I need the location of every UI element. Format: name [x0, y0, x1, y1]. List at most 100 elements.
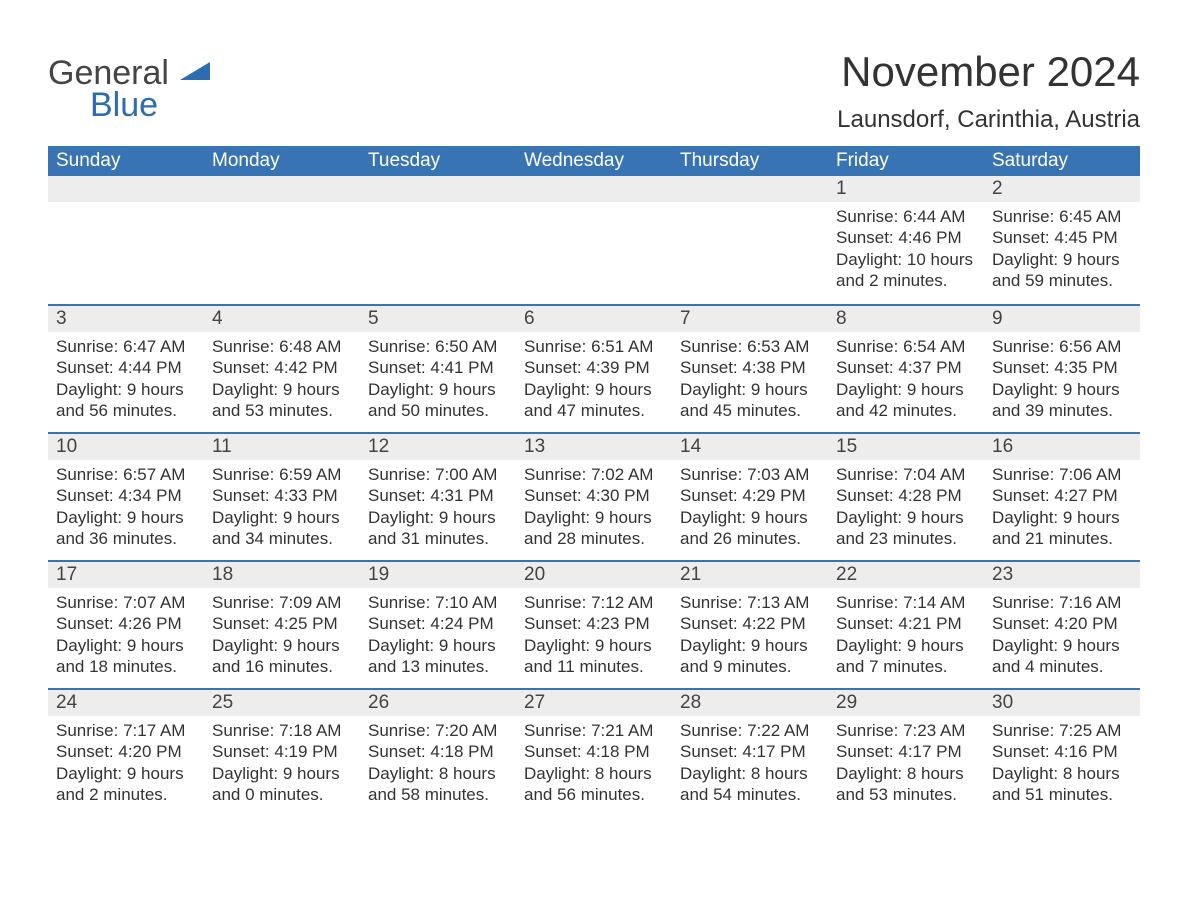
- day-sunset: Sunset: 4:27 PM: [992, 485, 1132, 506]
- day-details: Sunrise: 6:51 AMSunset: 4:39 PMDaylight:…: [516, 332, 672, 425]
- calendar-cell: [516, 176, 672, 304]
- day-sunset: Sunset: 4:31 PM: [368, 485, 508, 506]
- day-details: Sunrise: 7:00 AMSunset: 4:31 PMDaylight:…: [360, 460, 516, 553]
- day-number: 15: [828, 432, 984, 460]
- day-sunset: Sunset: 4:17 PM: [680, 741, 820, 762]
- calendar-week-row: 24Sunrise: 7:17 AMSunset: 4:20 PMDayligh…: [48, 688, 1140, 816]
- day-number: 20: [516, 560, 672, 588]
- calendar-table: Sunday Monday Tuesday Wednesday Thursday…: [48, 146, 1140, 816]
- calendar-cell: 28Sunrise: 7:22 AMSunset: 4:17 PMDayligh…: [672, 688, 828, 816]
- calendar-cell: [672, 176, 828, 304]
- day-sunrise: Sunrise: 7:06 AM: [992, 464, 1132, 485]
- calendar-cell: 19Sunrise: 7:10 AMSunset: 4:24 PMDayligh…: [360, 560, 516, 688]
- day-day1: Daylight: 8 hours: [524, 763, 664, 784]
- day-sunset: Sunset: 4:24 PM: [368, 613, 508, 634]
- day-sunset: Sunset: 4:33 PM: [212, 485, 352, 506]
- day-sunrise: Sunrise: 7:07 AM: [56, 592, 196, 613]
- day-details: Sunrise: 7:06 AMSunset: 4:27 PMDaylight:…: [984, 460, 1140, 553]
- calendar-week-row: 3Sunrise: 6:47 AMSunset: 4:44 PMDaylight…: [48, 304, 1140, 432]
- day-details: Sunrise: 7:13 AMSunset: 4:22 PMDaylight:…: [672, 588, 828, 681]
- day-sunrise: Sunrise: 7:14 AM: [836, 592, 976, 613]
- day-day2: and 23 minutes.: [836, 528, 976, 549]
- day-number: 29: [828, 688, 984, 716]
- day-sunrise: Sunrise: 7:13 AM: [680, 592, 820, 613]
- day-sunset: Sunset: 4:20 PM: [56, 741, 196, 762]
- day-number: 16: [984, 432, 1140, 460]
- calendar-cell: 14Sunrise: 7:03 AMSunset: 4:29 PMDayligh…: [672, 432, 828, 560]
- day-day1: Daylight: 9 hours: [992, 635, 1132, 656]
- weekday-header: Saturday: [984, 146, 1140, 176]
- day-day2: and 34 minutes.: [212, 528, 352, 549]
- calendar-cell: 12Sunrise: 7:00 AMSunset: 4:31 PMDayligh…: [360, 432, 516, 560]
- day-sunset: Sunset: 4:37 PM: [836, 357, 976, 378]
- month-title: November 2024: [837, 48, 1140, 96]
- day-number: 11: [204, 432, 360, 460]
- day-sunset: Sunset: 4:41 PM: [368, 357, 508, 378]
- day-number: 2: [984, 176, 1140, 202]
- day-day1: Daylight: 9 hours: [524, 635, 664, 656]
- day-number: 12: [360, 432, 516, 460]
- day-day2: and 42 minutes.: [836, 400, 976, 421]
- day-day1: Daylight: 9 hours: [212, 635, 352, 656]
- day-sunset: Sunset: 4:45 PM: [992, 227, 1132, 248]
- day-details: Sunrise: 7:12 AMSunset: 4:23 PMDaylight:…: [516, 588, 672, 681]
- day-day2: and 59 minutes.: [992, 270, 1132, 291]
- day-day2: and 51 minutes.: [992, 784, 1132, 805]
- logo-flag-icon: [180, 54, 210, 92]
- day-day1: Daylight: 8 hours: [680, 763, 820, 784]
- day-number: 28: [672, 688, 828, 716]
- day-day1: Daylight: 9 hours: [992, 249, 1132, 270]
- day-day2: and 58 minutes.: [368, 784, 508, 805]
- day-day2: and 16 minutes.: [212, 656, 352, 677]
- day-sunset: Sunset: 4:25 PM: [212, 613, 352, 634]
- calendar-cell: 4Sunrise: 6:48 AMSunset: 4:42 PMDaylight…: [204, 304, 360, 432]
- day-day2: and 47 minutes.: [524, 400, 664, 421]
- day-day1: Daylight: 9 hours: [836, 635, 976, 656]
- day-sunrise: Sunrise: 7:21 AM: [524, 720, 664, 741]
- day-sunrise: Sunrise: 6:56 AM: [992, 336, 1132, 357]
- day-day2: and 11 minutes.: [524, 656, 664, 677]
- day-number-blank: [672, 176, 828, 202]
- logo-text: General Blue: [48, 56, 210, 122]
- day-day2: and 13 minutes.: [368, 656, 508, 677]
- calendar-cell: 25Sunrise: 7:18 AMSunset: 4:19 PMDayligh…: [204, 688, 360, 816]
- day-day1: Daylight: 9 hours: [212, 763, 352, 784]
- day-day1: Daylight: 9 hours: [212, 379, 352, 400]
- day-number: 14: [672, 432, 828, 460]
- day-number: 4: [204, 304, 360, 332]
- day-sunset: Sunset: 4:46 PM: [836, 227, 976, 248]
- day-details: Sunrise: 7:02 AMSunset: 4:30 PMDaylight:…: [516, 460, 672, 553]
- day-sunrise: Sunrise: 7:17 AM: [56, 720, 196, 741]
- day-sunrise: Sunrise: 6:59 AM: [212, 464, 352, 485]
- day-details: Sunrise: 7:04 AMSunset: 4:28 PMDaylight:…: [828, 460, 984, 553]
- day-sunrise: Sunrise: 7:09 AM: [212, 592, 352, 613]
- day-day2: and 18 minutes.: [56, 656, 196, 677]
- calendar-cell: 24Sunrise: 7:17 AMSunset: 4:20 PMDayligh…: [48, 688, 204, 816]
- day-sunrise: Sunrise: 6:50 AM: [368, 336, 508, 357]
- day-day2: and 0 minutes.: [212, 784, 352, 805]
- day-number: 5: [360, 304, 516, 332]
- day-details: Sunrise: 6:53 AMSunset: 4:38 PMDaylight:…: [672, 332, 828, 425]
- day-day1: Daylight: 9 hours: [680, 507, 820, 528]
- logo-word-blue: Blue: [90, 88, 210, 122]
- day-number-blank: [48, 176, 204, 202]
- day-day1: Daylight: 9 hours: [836, 507, 976, 528]
- day-number: 22: [828, 560, 984, 588]
- day-day1: Daylight: 9 hours: [836, 379, 976, 400]
- day-day1: Daylight: 9 hours: [368, 507, 508, 528]
- day-details: Sunrise: 7:25 AMSunset: 4:16 PMDaylight:…: [984, 716, 1140, 809]
- day-day2: and 7 minutes.: [836, 656, 976, 677]
- day-sunrise: Sunrise: 6:45 AM: [992, 206, 1132, 227]
- day-details: Sunrise: 6:45 AMSunset: 4:45 PMDaylight:…: [984, 202, 1140, 295]
- day-details: Sunrise: 7:21 AMSunset: 4:18 PMDaylight:…: [516, 716, 672, 809]
- weekday-header: Friday: [828, 146, 984, 176]
- calendar-cell: 26Sunrise: 7:20 AMSunset: 4:18 PMDayligh…: [360, 688, 516, 816]
- day-day1: Daylight: 9 hours: [680, 379, 820, 400]
- day-details: Sunrise: 7:10 AMSunset: 4:24 PMDaylight:…: [360, 588, 516, 681]
- calendar-cell: 22Sunrise: 7:14 AMSunset: 4:21 PMDayligh…: [828, 560, 984, 688]
- day-details: Sunrise: 6:57 AMSunset: 4:34 PMDaylight:…: [48, 460, 204, 553]
- day-sunrise: Sunrise: 7:12 AM: [524, 592, 664, 613]
- day-day1: Daylight: 9 hours: [368, 379, 508, 400]
- day-details: Sunrise: 7:17 AMSunset: 4:20 PMDaylight:…: [48, 716, 204, 809]
- day-number-blank: [360, 176, 516, 202]
